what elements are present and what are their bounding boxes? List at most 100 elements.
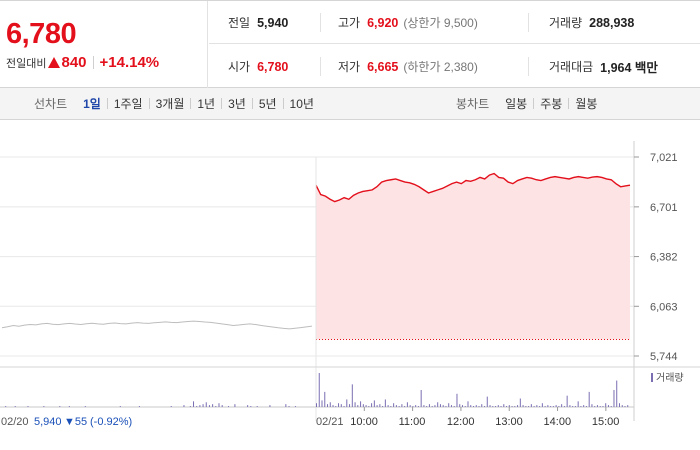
volume-bar xyxy=(544,406,546,407)
prev-volume-bar xyxy=(228,406,230,407)
volume-bar xyxy=(511,406,513,407)
volume-cell: 거래량 288,938 xyxy=(549,1,634,44)
divider xyxy=(221,98,223,109)
divider xyxy=(106,98,108,109)
volume-bar xyxy=(607,405,609,407)
volume-bar xyxy=(563,406,565,407)
open-cell: 시가 6,780 xyxy=(228,45,288,88)
volume-bar xyxy=(492,406,494,407)
volume-bar xyxy=(594,406,596,407)
volume-bar xyxy=(434,405,436,407)
line-chart-periods: 선차트 1일 1주일 3개월 1년 3년 5년 10년 xyxy=(34,88,320,119)
volume-bar xyxy=(506,406,508,407)
x-tick-label: 12:00 xyxy=(447,416,475,428)
prev-volume-bar xyxy=(170,406,172,407)
candle-chart-periods: 봉차트 일봉 주봉 월봉 xyxy=(456,88,603,119)
volume-bar xyxy=(459,404,461,407)
amount-cell: 거래대금 1,964 백만 xyxy=(549,45,658,88)
prev-volume-bar xyxy=(294,406,296,407)
volume-bar xyxy=(382,406,384,407)
prev-volume-bar xyxy=(269,405,271,407)
change-percent: +14.14% xyxy=(99,54,160,71)
volume-bar xyxy=(456,393,458,407)
change-amount: 840 xyxy=(61,54,87,71)
volume-bar xyxy=(423,405,425,407)
volume-bar xyxy=(605,403,607,407)
x-date-label: 02/21 xyxy=(316,416,344,428)
candle-weekly[interactable]: 주봉 xyxy=(540,97,563,111)
volume-bar xyxy=(478,406,480,407)
prev-day-date: 02/20 xyxy=(1,416,29,428)
intraday-price-chart: 7,021 6,701 6,382 6,063 5,744 거래량 02/21 10:00 11… xyxy=(0,141,700,428)
volume-bar xyxy=(365,405,367,407)
prev-volume-bar xyxy=(59,406,61,407)
prev-volume-bar xyxy=(221,405,223,407)
volume-bar xyxy=(404,406,406,407)
prev-volume-bar xyxy=(234,404,236,407)
divider xyxy=(528,57,529,76)
prev-volume-bar xyxy=(119,406,121,407)
period-3m[interactable]: 3개월 xyxy=(155,97,185,111)
line-chart-title: 선차트 xyxy=(34,97,68,111)
amount-label: 거래대금 xyxy=(549,60,594,74)
prev-day-change-percent: (-0.92%) xyxy=(90,416,132,428)
volume-bar xyxy=(409,405,411,407)
volume-bar xyxy=(558,406,560,407)
prev-volume-bar xyxy=(256,406,258,407)
x-tick-label: 13:00 xyxy=(495,416,523,428)
prev-volume-bar xyxy=(84,406,86,407)
volume-bar xyxy=(539,406,541,407)
volume-bar xyxy=(343,406,345,407)
prev-close-value: 5,940 xyxy=(257,15,289,30)
prev-volume-bar xyxy=(205,402,207,407)
period-10y[interactable]: 10년 xyxy=(289,97,314,111)
x-tick-label: 11:00 xyxy=(399,416,426,428)
volume-bar xyxy=(547,405,549,407)
low-label: 저가 xyxy=(338,60,361,74)
volume-bar xyxy=(357,405,359,407)
volume-bar xyxy=(390,406,392,407)
prev-volume-bar xyxy=(189,406,191,407)
x-tick-label: 15:00 xyxy=(592,416,620,428)
prev-volume-bar xyxy=(196,406,198,407)
prev-volume-bar xyxy=(250,406,252,407)
period-1w[interactable]: 1주일 xyxy=(113,97,143,111)
prev-volume-bar xyxy=(215,406,217,407)
volume-bar xyxy=(360,401,362,407)
volume-bar xyxy=(354,402,356,407)
prev-volume-bar xyxy=(193,401,195,407)
volume-bar xyxy=(393,403,395,407)
period-3y[interactable]: 3년 xyxy=(228,97,246,111)
candle-monthly[interactable]: 월봉 xyxy=(575,97,598,111)
period-selector: 선차트 1일 1주일 3개월 1년 3년 5년 10년 봉차트 일봉 주봉 월봉 xyxy=(0,88,700,120)
volume-bar xyxy=(495,406,497,407)
prev-volume-bar xyxy=(212,404,214,407)
y-tick-label: 6,701 xyxy=(650,202,678,214)
volume-bar xyxy=(448,403,450,407)
prev-volume-bar xyxy=(208,405,210,407)
volume-bar xyxy=(327,404,329,407)
prev-volume-bar xyxy=(68,406,70,407)
period-1d[interactable]: 1일 xyxy=(83,97,101,111)
prev-volume-bar xyxy=(14,406,16,407)
volume-bar xyxy=(415,405,417,407)
divider xyxy=(282,98,284,109)
volume-bar xyxy=(602,406,604,407)
volume-bar xyxy=(373,400,375,407)
volume-bar xyxy=(324,391,326,407)
volume-bar xyxy=(461,405,463,407)
volume-bar xyxy=(318,373,320,407)
prev-volume-bar xyxy=(138,406,140,407)
volume-bar xyxy=(384,399,386,407)
period-5y[interactable]: 5년 xyxy=(258,97,277,111)
period-1y[interactable]: 1년 xyxy=(197,97,216,111)
open-value: 6,780 xyxy=(257,59,289,74)
volume-bar xyxy=(417,406,419,407)
volume-bar xyxy=(627,405,629,407)
volume-bar xyxy=(599,406,601,407)
candle-daily[interactable]: 일봉 xyxy=(505,97,528,111)
up-triangle-icon xyxy=(48,57,61,68)
volume-bar xyxy=(591,404,593,407)
volume-bar xyxy=(470,405,472,407)
volume-bar xyxy=(580,406,582,407)
